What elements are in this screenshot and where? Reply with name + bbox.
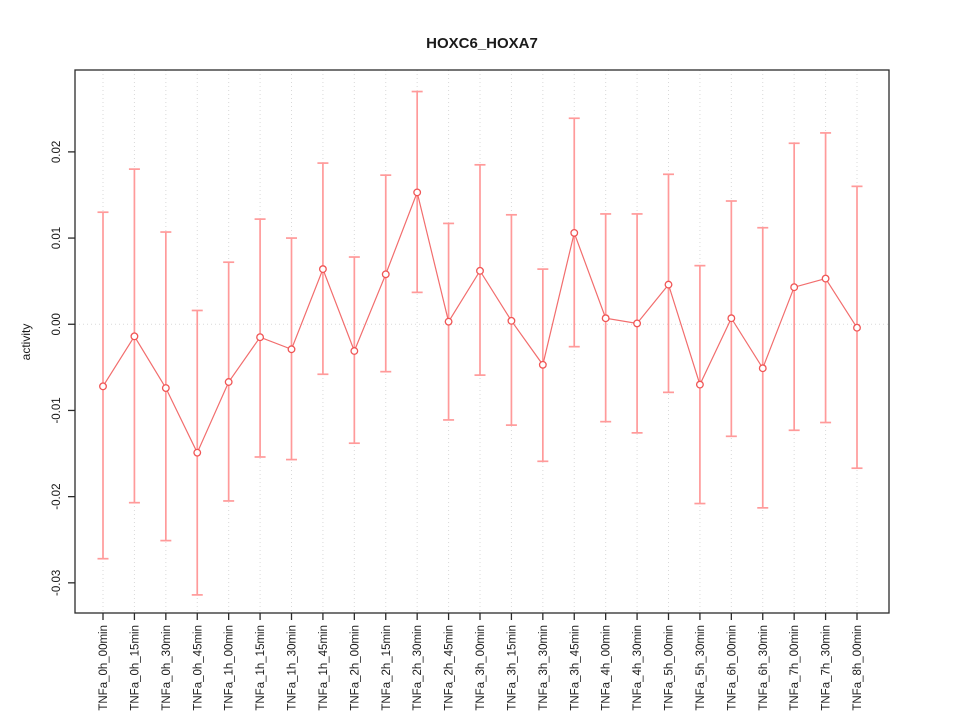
chart-title: HOXC6_HOXA7 [426, 35, 538, 52]
x-tick-label: TNFa_2h_15min [381, 625, 393, 711]
x-tick-label: TNFa_5h_30min [695, 625, 707, 711]
x-tick-label: TNFa_3h_00min [475, 625, 487, 711]
data-point [256, 333, 265, 342]
x-tick-label: TNFa_1h_00min [224, 625, 236, 711]
x-tick-label: TNFa_0h_45min [192, 625, 204, 711]
data-point [350, 347, 359, 355]
x-tick-label: TNFa_1h_45min [318, 625, 330, 711]
data-point [381, 270, 390, 279]
data-point [318, 265, 327, 274]
data-points-layer [99, 188, 861, 457]
x-tick-label: TNFa_1h_30min [287, 625, 299, 711]
x-tick-label: TNFa_3h_15min [506, 625, 518, 711]
x-tick-label: TNFa_2h_45min [444, 625, 456, 711]
data-point [853, 323, 861, 332]
data-point [507, 316, 516, 325]
plot-border [74, 69, 890, 614]
x-tick-label: TNFa_7h_00min [789, 625, 801, 711]
x-tick-label: TNFa_2h_00min [349, 625, 361, 711]
data-point [821, 274, 830, 283]
x-tick-label: TNFa_3h_30min [538, 625, 550, 711]
x-tick-label: TNFa_4h_30min [632, 625, 644, 711]
y-tick-label: -0.01 [51, 397, 63, 423]
data-point [633, 319, 642, 328]
data-point [476, 266, 484, 275]
data-point [695, 380, 704, 389]
x-tick-label: TNFa_0h_30min [161, 625, 173, 711]
axes-layer [74, 69, 890, 614]
x-tick-label: TNFa_2h_30min [412, 625, 424, 711]
y-axis-ticks-layer: 0.02 0.01 0.00 -0.01 -0.02 -0.03 [51, 141, 75, 596]
data-point [193, 448, 202, 457]
data-point [287, 345, 296, 354]
y-tick-label: -0.02 [51, 484, 63, 510]
x-tick-label: TNFa_7h_30min [821, 625, 833, 711]
data-point [727, 314, 736, 323]
x-tick-label: TNFa_5h_00min [664, 625, 676, 711]
data-point [444, 317, 453, 326]
x-tick-label: TNFa_1h_15min [255, 625, 267, 711]
x-axis-ticks-layer: TNFa_0h_00min TNFa_0h_15min TNFa_0h_30min T… [98, 613, 864, 711]
x-tick-label: TNFa_6h_30min [758, 625, 770, 711]
data-point [99, 382, 107, 391]
y-tick-label: 0.02 [51, 141, 63, 163]
x-tick-label: TNFa_4h_00min [601, 625, 613, 711]
data-point [538, 360, 547, 369]
x-tick-label: TNFa_3h_45min [569, 625, 581, 711]
data-point [413, 188, 422, 197]
data-point [224, 378, 233, 386]
data-point [790, 283, 799, 292]
x-tick-label: TNFa_6h_00min [726, 625, 738, 711]
data-point [130, 332, 139, 341]
data-point [161, 384, 170, 392]
y-tick-label: -0.03 [51, 570, 63, 596]
x-tick-label: TNFa_0h_00min [98, 625, 110, 711]
y-tick-label: 0.00 [51, 313, 63, 335]
y-tick-label: 0.01 [51, 227, 63, 249]
x-tick-label: TNFa_8h_00min [852, 625, 864, 711]
y-axis-label: activity [19, 324, 33, 361]
data-point [601, 314, 610, 323]
x-tick-label: TNFa_0h_15min [129, 625, 141, 711]
data-point [758, 364, 767, 373]
data-point [664, 280, 673, 289]
data-point [570, 228, 579, 237]
